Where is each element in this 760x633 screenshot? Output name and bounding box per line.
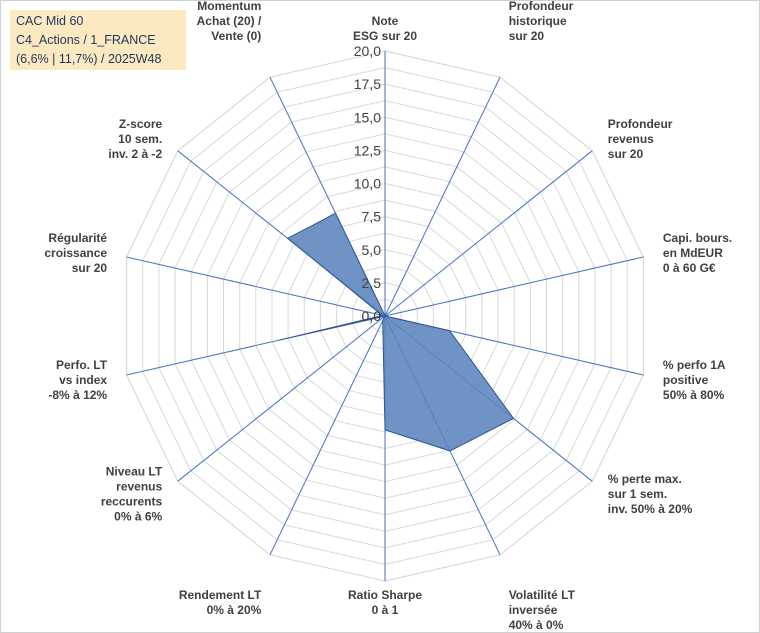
axis-label-line: Note xyxy=(372,14,399,28)
axis-label-line: Rendement LT xyxy=(179,588,262,602)
axis-label: Rendement LT 0% à 20% xyxy=(179,588,262,617)
axis-label-line: reccurents xyxy=(101,495,163,509)
tick-label: 10,0 xyxy=(354,176,381,192)
axis-label-line: ESG sur 20 xyxy=(353,29,417,43)
axis-label: % perfo 1A positive 50% à 80% xyxy=(663,358,726,402)
series-layer xyxy=(278,212,515,452)
axis-label-line: historique xyxy=(509,14,567,28)
chart-title-box: CAC Mid 60 C4_Actions / 1_FRANCE (6,6% |… xyxy=(10,10,186,70)
axis-label-line: en MdEUR xyxy=(663,246,723,260)
axis-spoke xyxy=(269,315,386,556)
tick-label: 20,0 xyxy=(354,43,381,59)
axis-label-line: sur 1 sem. xyxy=(608,487,667,501)
axis-label-line: Vente (0) xyxy=(211,29,261,43)
axis-label-line: sur 20 xyxy=(72,261,108,275)
axis-label-line: Perfo. LT xyxy=(56,358,108,372)
axis-label-line: inv. 50% à 20% xyxy=(608,502,693,516)
axis-label-line: 0% à 20% xyxy=(207,603,262,617)
axis-label: Capi. bours. en MdEUR 0 à 60 G€ xyxy=(663,231,732,275)
axis-label-line: Capi. bours. xyxy=(663,231,732,245)
axis-label-line: 0 à 60 G€ xyxy=(663,261,716,275)
axis-label-line: 40% à 0% xyxy=(509,618,564,632)
axis-spoke xyxy=(384,150,593,317)
axis-label: Perfo. LT vs index -8% à 12% xyxy=(48,358,107,402)
axis-label-line: % perfo 1A xyxy=(663,358,726,372)
axis-label-line: 0 à 1 xyxy=(372,603,399,617)
tick-label: 12,5 xyxy=(354,142,381,158)
axis-label-line: Momentum xyxy=(197,1,261,13)
tick-label: 2,5 xyxy=(362,275,382,291)
axis-label-line: sur 20 xyxy=(509,29,545,43)
tick-label: 0,0 xyxy=(362,308,382,324)
axis-label-line: croissance xyxy=(44,246,107,260)
axis-spoke xyxy=(126,256,386,317)
axis-label-line: 0% à 6% xyxy=(114,510,162,524)
axis-label: % perte max. sur 1 sem. inv. 50% à 20% xyxy=(608,472,693,516)
axis-label-line: Profondeur xyxy=(509,1,574,13)
axis-label: Régularité croissance sur 20 xyxy=(44,231,107,275)
axis-label-line: revenus xyxy=(116,480,162,494)
axis-label-line: % perte max. xyxy=(608,472,682,486)
axis-label-line: Régularité xyxy=(48,231,107,245)
axis-spoke xyxy=(384,76,501,317)
axis-label-line: 10 sem. xyxy=(118,132,162,146)
axis-label-line: Ratio Sharpe xyxy=(348,588,422,602)
axis-label: Profondeur revenus sur 20 xyxy=(608,117,673,161)
axis-label: Volatilité LT inversée 40% à 0% xyxy=(509,588,576,632)
axis-label-line: Profondeur xyxy=(608,117,673,131)
tick-label: 7,5 xyxy=(362,209,382,225)
axis-label-line: inversée xyxy=(509,603,558,617)
axis-label-line: sur 20 xyxy=(608,147,644,161)
axis-label-line: inv. 2 à -2 xyxy=(108,147,162,161)
axis-label-line: -8% à 12% xyxy=(48,388,107,402)
axis-label-line: revenus xyxy=(608,132,654,146)
axis-label-line: Achat (20) / xyxy=(197,14,262,28)
axis-label-line: 50% à 80% xyxy=(663,388,725,402)
axis-label-line: Niveau LT xyxy=(106,465,163,479)
axis-label: Note ESG sur 20 xyxy=(353,14,417,43)
chart-title: CAC Mid 60 xyxy=(16,14,84,28)
axis-label: Ratio Sharpe 0 à 1 xyxy=(348,588,422,617)
axis-label: Niveau LT revenus reccurents 0% à 6% xyxy=(101,465,163,524)
chart-period: (6,6% | 11,7%) / 2025W48 xyxy=(16,52,162,66)
chart-subtitle: C4_Actions / 1_FRANCE xyxy=(16,33,156,47)
axis-label-line: vs index xyxy=(59,373,107,387)
axis-label-line: positive xyxy=(663,373,709,387)
axis-label-line: Z-score xyxy=(119,117,163,131)
axis-spoke xyxy=(177,315,386,482)
axis-label-line: Volatilité LT xyxy=(509,588,576,602)
tick-label: 15,0 xyxy=(354,109,381,125)
data-series-area xyxy=(278,212,515,452)
tick-label: 17,5 xyxy=(354,76,381,92)
axis-label: Z-score 10 sem. inv. 2 à -2 xyxy=(108,117,162,161)
tick-label: 5,0 xyxy=(362,242,382,258)
tick-layer: 0,0 2,5 5,0 7,5 10,0 12,5 15,0 17,5 20,0 xyxy=(354,43,381,324)
axis-spoke xyxy=(384,256,644,317)
axis-label: Profondeur historique sur 20 xyxy=(509,1,574,43)
axis-label: Momentum Achat (20) / Vente (0) xyxy=(197,1,262,43)
